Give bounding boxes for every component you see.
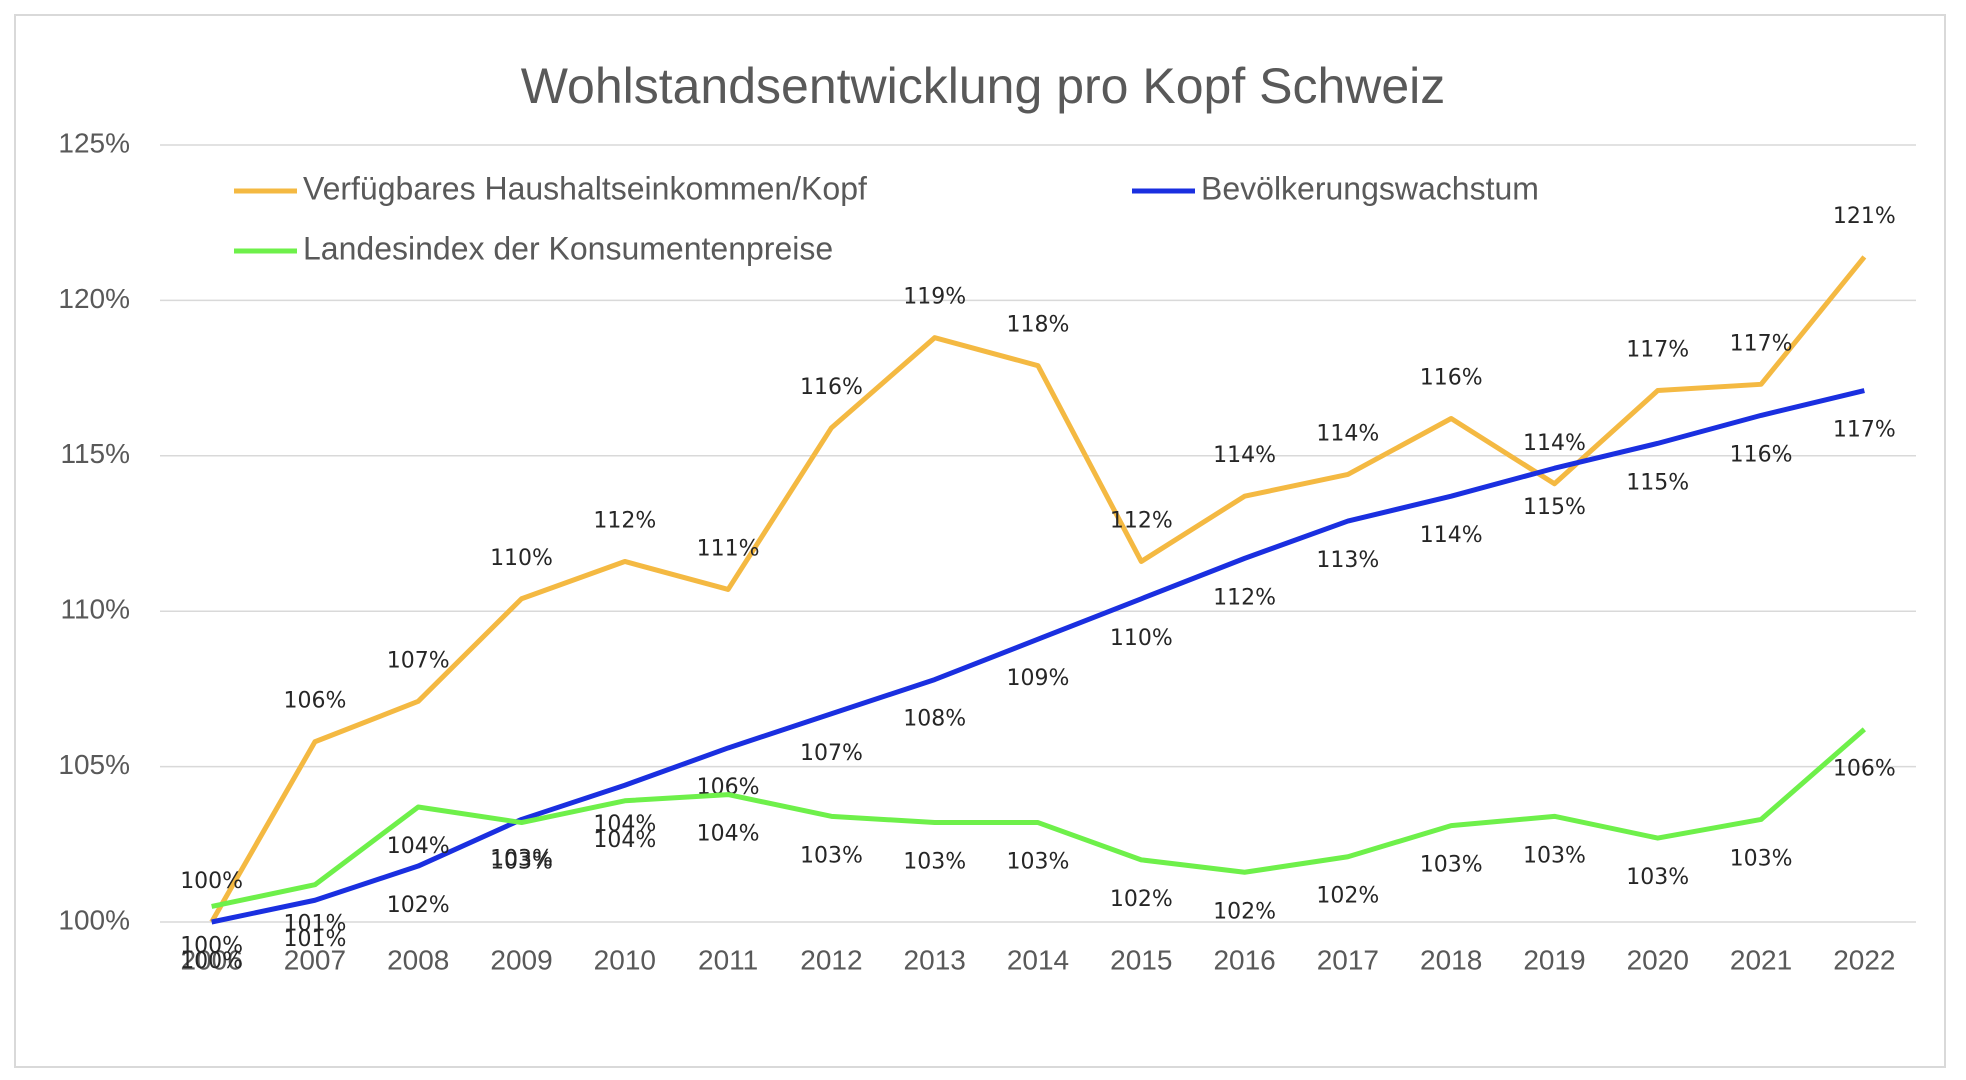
x-tick-label: 2022 bbox=[1833, 944, 1895, 975]
x-tick-label: 2019 bbox=[1523, 944, 1585, 975]
data-label: 100% bbox=[180, 869, 243, 894]
data-label: 103% bbox=[800, 843, 863, 868]
data-label: 115% bbox=[1523, 495, 1586, 520]
data-label: 116% bbox=[1730, 442, 1793, 467]
data-label: 118% bbox=[1007, 313, 1070, 338]
data-line bbox=[211, 388, 1865, 925]
x-tick-label: 2013 bbox=[904, 944, 966, 975]
x-tick-label: 2009 bbox=[490, 944, 552, 975]
data-label: 103% bbox=[1523, 843, 1586, 868]
data-label: 102% bbox=[1110, 887, 1173, 912]
data-label: 104% bbox=[593, 812, 656, 837]
data-label: 101% bbox=[283, 912, 346, 937]
x-tick-label: 2012 bbox=[800, 944, 862, 975]
data-label: 107% bbox=[387, 648, 450, 673]
x-tick-label: 2021 bbox=[1730, 944, 1792, 975]
data-line bbox=[211, 727, 1866, 909]
data-label: 103% bbox=[903, 850, 966, 875]
data-label: 116% bbox=[1420, 366, 1483, 391]
data-label: 104% bbox=[593, 828, 656, 853]
x-tick-label: 2010 bbox=[594, 944, 656, 975]
data-label: 110% bbox=[490, 546, 553, 571]
data-label: 121% bbox=[1833, 204, 1896, 229]
data-label: 116% bbox=[800, 375, 863, 400]
data-label: 106% bbox=[283, 689, 346, 714]
data-label: 101% bbox=[283, 927, 346, 952]
data-label: 112% bbox=[1213, 585, 1276, 610]
data-label: 108% bbox=[903, 707, 966, 732]
data-label: 114% bbox=[1213, 443, 1276, 468]
y-tick-label: 100% bbox=[58, 904, 130, 935]
data-label: 100% bbox=[180, 933, 243, 958]
data-label: 111% bbox=[697, 536, 760, 561]
data-label: 104% bbox=[697, 822, 760, 847]
x-tick-label: 2008 bbox=[387, 944, 449, 975]
data-label: 114% bbox=[1523, 431, 1586, 456]
data-label: 103% bbox=[1420, 853, 1483, 878]
x-tick-label: 2017 bbox=[1317, 944, 1379, 975]
data-label: 119% bbox=[903, 285, 966, 310]
data-label: 106% bbox=[1833, 756, 1896, 781]
y-tick-label: 125% bbox=[58, 127, 130, 158]
data-label: 103% bbox=[1730, 846, 1793, 871]
data-label: 115% bbox=[1626, 470, 1689, 495]
x-tick-label: 2018 bbox=[1420, 944, 1482, 975]
x-tick-label: 2016 bbox=[1213, 944, 1275, 975]
data-label: 102% bbox=[1316, 884, 1379, 909]
x-tick-label: 2011 bbox=[698, 944, 758, 975]
data-label: 109% bbox=[1007, 666, 1070, 691]
data-label: 102% bbox=[387, 893, 450, 918]
x-tick-label: 2015 bbox=[1110, 944, 1172, 975]
data-label: 102% bbox=[1213, 899, 1276, 924]
x-tick-label: 2007 bbox=[284, 944, 346, 975]
y-tick-label: 120% bbox=[58, 283, 130, 314]
data-label: 112% bbox=[1110, 508, 1173, 533]
data-label: 103% bbox=[490, 850, 553, 875]
x-tick-label: 2006 bbox=[180, 944, 242, 975]
chart-title: Wohlstandsentwicklung pro Kopf Schweiz bbox=[521, 58, 1446, 114]
data-label: 117% bbox=[1730, 331, 1793, 356]
y-tick-label: 115% bbox=[60, 438, 130, 469]
data-label: 104% bbox=[387, 834, 450, 859]
data-label: 103% bbox=[490, 846, 553, 871]
x-tick-label: 2020 bbox=[1627, 944, 1689, 975]
data-label: 114% bbox=[1316, 421, 1379, 446]
data-label: 117% bbox=[1833, 418, 1896, 443]
data-label: 112% bbox=[593, 508, 656, 533]
data-label: 107% bbox=[800, 741, 863, 766]
data-label: 117% bbox=[1626, 338, 1689, 363]
data-label: 113% bbox=[1316, 548, 1379, 573]
y-tick-label: 110% bbox=[60, 594, 130, 625]
legend-label: Bevölkerungswachstum bbox=[1201, 170, 1539, 206]
data-label: 110% bbox=[1110, 626, 1173, 651]
x-tick-label: 2014 bbox=[1007, 944, 1069, 975]
data-label: 100% bbox=[180, 949, 243, 974]
legend-label: Verfügbares Haushaltseinkommen/Kopf bbox=[303, 170, 867, 206]
data-line bbox=[209, 255, 1867, 924]
data-label: 103% bbox=[1007, 850, 1070, 875]
y-tick-label: 105% bbox=[58, 749, 130, 780]
data-label: 114% bbox=[1420, 523, 1483, 548]
data-label: 103% bbox=[1626, 865, 1689, 890]
legend-label: Landesindex der Konsumentenpreise bbox=[303, 230, 833, 266]
